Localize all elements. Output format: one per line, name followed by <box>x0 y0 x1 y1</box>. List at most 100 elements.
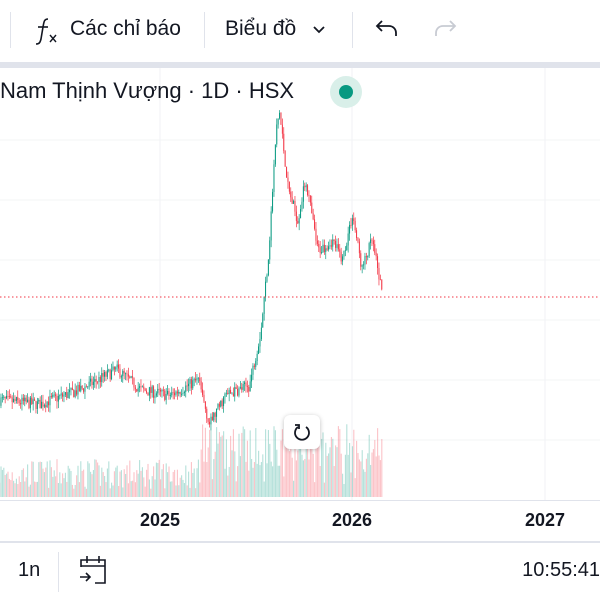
candle-body <box>20 403 22 405</box>
candle-body <box>73 389 75 397</box>
volume-bar <box>253 462 255 497</box>
candle-body <box>335 240 337 248</box>
candle-body <box>333 239 335 241</box>
candle-body <box>291 197 293 204</box>
volume-bar <box>171 481 173 497</box>
range-button-1y[interactable]: 1n <box>18 559 41 581</box>
candle-body <box>169 395 171 397</box>
candle-body <box>134 387 136 390</box>
candle-body <box>27 399 29 402</box>
volume-bar <box>311 446 313 497</box>
reset-chart-button[interactable] <box>284 415 320 449</box>
volume-bar <box>206 462 208 497</box>
candle-body <box>239 387 241 389</box>
volume-bar <box>174 469 176 497</box>
volume-bar <box>46 461 48 497</box>
candle-body <box>49 396 51 406</box>
candle-body <box>367 256 369 258</box>
volume-bar <box>343 483 345 497</box>
candle-body <box>174 392 176 396</box>
volume-bar <box>63 478 65 497</box>
volume-bar <box>210 430 212 497</box>
volume-bar <box>319 465 321 497</box>
undo-icon[interactable] <box>374 18 400 40</box>
volume-bar <box>76 475 78 497</box>
volume-bar <box>112 485 114 497</box>
indicators-button[interactable]: Các chỉ báo <box>32 8 192 52</box>
candle-body <box>260 327 262 339</box>
candle-body <box>332 239 334 247</box>
volume-bar <box>262 454 264 497</box>
redo-icon[interactable] <box>432 18 458 40</box>
candle-body <box>246 386 248 388</box>
volume-bar <box>172 471 174 497</box>
volume-bar <box>69 468 71 497</box>
candle-body <box>344 250 346 252</box>
clock-time[interactable]: 10:55:41 <box>522 559 600 581</box>
candle-body <box>237 389 239 396</box>
volume-bar <box>321 438 323 497</box>
candle-body <box>125 373 127 375</box>
volume-bar <box>8 478 10 497</box>
toolbar-separator <box>0 62 600 68</box>
candle-body <box>146 390 148 393</box>
volume-bar <box>252 467 254 497</box>
candle-body <box>290 191 292 198</box>
candle-body <box>356 230 358 238</box>
candle-body <box>294 200 296 212</box>
volume-bar <box>60 483 62 497</box>
volume-bar <box>81 470 83 497</box>
volume-bar <box>202 424 204 497</box>
candle-body <box>76 390 78 395</box>
volume-bar <box>49 460 51 497</box>
candle-body <box>41 401 43 409</box>
candle-body <box>316 240 318 244</box>
volume-bar <box>56 459 58 497</box>
x-tick-label: 2026 <box>331 510 373 530</box>
candle-body <box>190 379 192 389</box>
candle-body <box>140 386 142 388</box>
candle-body <box>270 211 272 241</box>
volume-bar <box>211 479 213 497</box>
candle-body <box>235 387 237 390</box>
volume-bar <box>273 426 275 497</box>
candle-body <box>364 256 366 265</box>
volume-bar <box>41 461 43 497</box>
volume-bar <box>232 429 234 497</box>
volume-bar <box>241 432 243 497</box>
volume-bar <box>199 482 201 497</box>
chart-type-dropdown[interactable]: Biểu đồ <box>218 8 338 52</box>
candle-body <box>242 384 244 390</box>
candle-body <box>218 403 220 407</box>
volume-bar <box>244 429 246 497</box>
candle-body <box>137 387 139 392</box>
volume-bar <box>129 460 131 497</box>
volume-bar <box>182 479 184 497</box>
candle-body <box>15 397 17 401</box>
calendar-arrow-icon[interactable] <box>78 553 108 585</box>
candle-body <box>162 389 164 391</box>
volume-bar <box>227 475 229 497</box>
price-chart[interactable] <box>0 68 600 500</box>
volume-bar <box>130 481 132 497</box>
volume-bar <box>228 466 230 497</box>
volume-bar <box>293 480 295 497</box>
volume-bar <box>329 447 331 497</box>
volume-bar <box>115 467 117 497</box>
volume-bar <box>381 439 383 497</box>
volume-bar <box>302 460 304 497</box>
volume-bar <box>0 466 2 497</box>
volume-bar <box>188 471 190 497</box>
volume-bar <box>347 454 349 497</box>
candle-body <box>122 370 124 377</box>
volume-bar <box>367 453 369 497</box>
volume-bar <box>284 441 286 497</box>
candle-body <box>74 390 76 397</box>
volume-bar <box>139 460 141 497</box>
candle-body <box>361 265 363 267</box>
time-axis[interactable]: 2025 2026 2027 <box>0 500 600 543</box>
volume-bar <box>137 473 139 497</box>
candle-body <box>266 275 268 282</box>
candle-body <box>252 365 254 375</box>
volume-bar <box>270 461 272 497</box>
